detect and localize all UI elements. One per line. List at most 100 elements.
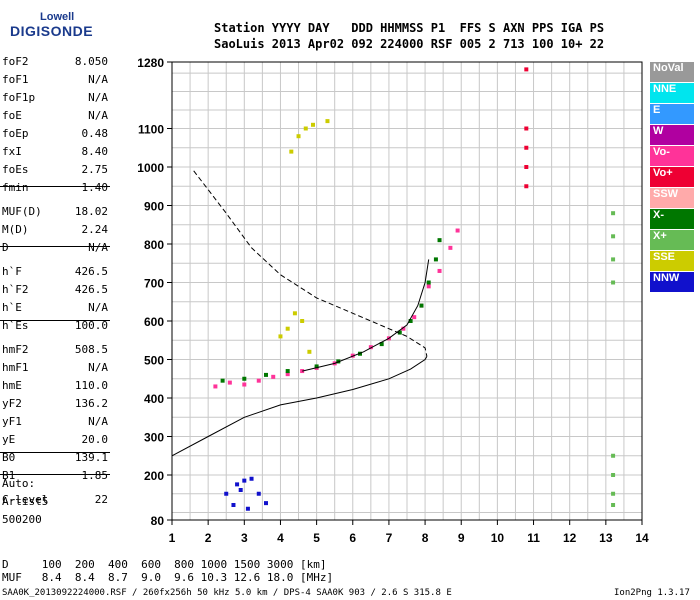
- echo-point: [368, 345, 373, 350]
- echo-point: [524, 126, 529, 131]
- param-row: M(D) 2.24: [2, 223, 108, 241]
- param-value: N/A: [88, 241, 108, 254]
- echo-point: [611, 280, 616, 285]
- param-key: hmE: [2, 379, 22, 392]
- param-key: B0: [2, 451, 16, 464]
- echo-point: [285, 369, 290, 374]
- auto-label: Auto:: [2, 477, 36, 490]
- legend-item: Vo+: [650, 167, 694, 187]
- x-tick-label: 2: [205, 531, 212, 545]
- param-row: B1 1.85: [2, 469, 108, 487]
- x-tick-label: 7: [386, 531, 393, 545]
- param-row: C-level 22: [2, 493, 108, 511]
- echo-point: [238, 488, 243, 492]
- param-value: 136.2: [74, 397, 108, 410]
- param-row: B0 139.1: [2, 451, 108, 469]
- param-row: fmin 1.40: [2, 181, 108, 199]
- param-row: fxI 8.40: [2, 145, 108, 163]
- param-key: foF1p: [2, 91, 36, 104]
- legend-item: NoVal: [650, 62, 694, 82]
- param-row: foF2 8.050: [2, 55, 108, 73]
- param-value: 8.050: [74, 55, 108, 68]
- echo-point: [412, 315, 417, 320]
- echo-point: [524, 145, 529, 150]
- legend-item: SSW: [650, 188, 694, 208]
- x-tick-label: 11: [527, 531, 540, 545]
- x-tick-label: 4: [277, 531, 284, 545]
- y-tick-label: 700: [144, 277, 164, 291]
- x-tick-label: 6: [349, 531, 356, 545]
- echo-point: [220, 378, 225, 383]
- x-tick-label: 13: [599, 531, 613, 545]
- param-key: foEs: [2, 163, 29, 176]
- echo-point: [264, 501, 268, 506]
- x-tick-label: 3: [241, 531, 248, 545]
- x-tick-label: 10: [491, 531, 505, 545]
- param-key: M(D): [2, 223, 29, 236]
- legend-item: E: [650, 104, 694, 124]
- auto-code: 500200: [2, 513, 42, 526]
- y-tick-label: 200: [144, 469, 164, 483]
- echo-point: [264, 372, 268, 377]
- echo-point: [227, 380, 232, 385]
- param-row: hmF1 N/A: [2, 361, 108, 379]
- param-separator: [0, 474, 110, 475]
- param-value: N/A: [88, 91, 108, 104]
- param-key: h`Es: [2, 319, 29, 332]
- param-row: h`Es 100.0: [2, 319, 108, 337]
- legend-item: X-: [650, 209, 694, 229]
- legend-item: X+: [650, 230, 694, 250]
- param-key: h`E: [2, 301, 22, 314]
- legend-item: NNW: [650, 272, 694, 292]
- echo-point: [242, 376, 247, 381]
- echo-point: [426, 280, 431, 285]
- header-line-1: Station YYYY DAY DDD HHMMSS P1 FFS S AXN…: [214, 21, 605, 35]
- x-tick-label: 14: [635, 531, 649, 545]
- param-key: fmin: [2, 181, 29, 194]
- echo-point: [611, 453, 616, 458]
- echo-point: [401, 326, 406, 331]
- param-row: D N/A: [2, 241, 108, 259]
- param-key: foF1: [2, 73, 29, 86]
- y-tick-label: 400: [144, 392, 164, 406]
- param-value: 100.0: [74, 319, 108, 332]
- param-key: yF2: [2, 397, 22, 410]
- param-row: foE N/A: [2, 109, 108, 127]
- echo-point: [231, 503, 236, 507]
- chart-grid: [171, 62, 643, 520]
- y-tick-label: 300: [144, 431, 164, 445]
- echo-point: [242, 478, 247, 483]
- echo-point: [437, 238, 442, 243]
- echo-point: [300, 319, 305, 323]
- echo-point: [242, 382, 247, 387]
- param-value: 110.0: [74, 379, 108, 392]
- echo-point: [256, 491, 261, 496]
- echo-point: [311, 122, 315, 127]
- param-value: 2.24: [81, 223, 109, 236]
- param-key: h`F: [2, 265, 22, 278]
- param-row: yF1 N/A: [2, 415, 108, 433]
- param-value: N/A: [88, 361, 108, 374]
- logo-lowell: Lowell: [40, 11, 75, 23]
- echo-point: [307, 349, 312, 354]
- echo-point: [524, 165, 529, 169]
- echo-point: [419, 303, 424, 308]
- param-value: 18.02: [74, 205, 108, 218]
- echo-point: [379, 342, 384, 347]
- param-row: h`F2 426.5: [2, 283, 108, 301]
- y-tick-label: 800: [144, 238, 164, 252]
- density-profile-line: [171, 356, 428, 457]
- param-key: foF2: [2, 55, 29, 68]
- param-value: N/A: [88, 415, 108, 428]
- legend-item: SSE: [650, 251, 694, 271]
- y-tick-label: 500: [144, 354, 164, 368]
- echo-point: [256, 378, 261, 383]
- param-key: hmF1: [2, 361, 29, 374]
- param-key: D: [2, 241, 9, 254]
- echo-point: [397, 330, 402, 335]
- param-key: B1: [2, 469, 16, 482]
- y-tick-label: 1100: [138, 123, 164, 137]
- echo-point: [235, 482, 240, 487]
- echo-point: [611, 503, 616, 507]
- echo-point: [224, 491, 229, 496]
